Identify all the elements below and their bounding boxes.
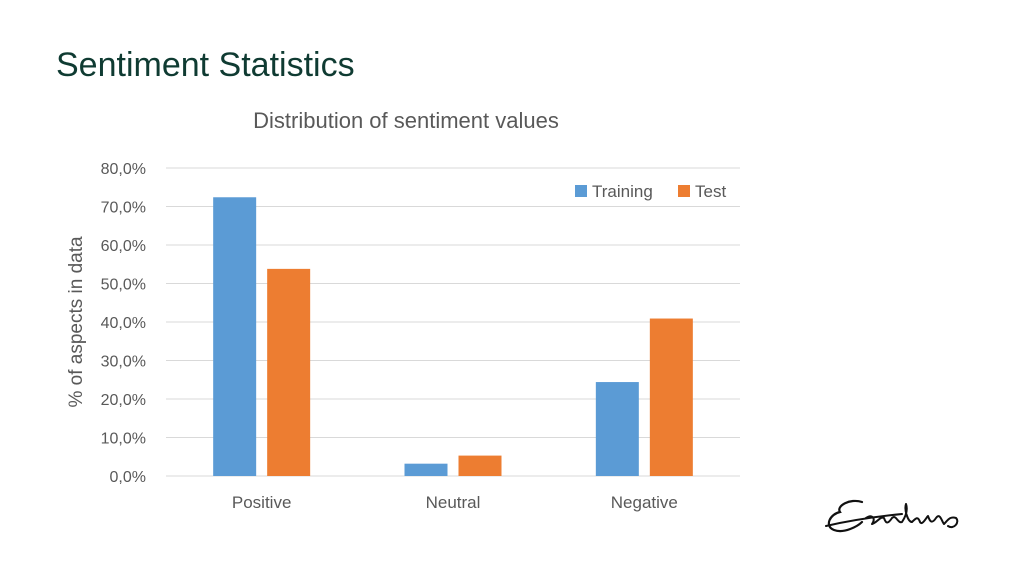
bar-test-positive xyxy=(267,268,311,476)
bar-training-positive xyxy=(213,197,257,476)
chart-title: Distribution of sentiment values xyxy=(253,108,559,133)
grid-lines xyxy=(166,167,740,477)
y-tick-label: 20,0% xyxy=(101,392,146,409)
y-axis-title: % of aspects in data xyxy=(66,236,87,408)
y-axis-ticks: 0,0% 10,0% 20,0% 30,0% 40,0% 50,0% 60,0% 70,0% 8… xyxy=(101,161,146,486)
bar-test-neutral xyxy=(458,455,502,476)
x-category-label: Neutral xyxy=(426,493,481,512)
y-tick-label: 70,0% xyxy=(101,200,146,217)
slide-title: Sentiment Statistics xyxy=(56,46,355,84)
y-tick-label: 0,0% xyxy=(110,469,146,486)
y-tick-label: 50,0% xyxy=(101,277,146,294)
legend-label-training: Training xyxy=(592,182,653,201)
y-tick-label: 80,0% xyxy=(101,161,146,178)
bar-training-negative xyxy=(595,382,639,476)
y-tick-label: 60,0% xyxy=(101,238,146,255)
y-tick-label: 10,0% xyxy=(101,431,146,448)
legend-swatch-test xyxy=(678,185,690,197)
bar-training-neutral xyxy=(404,463,448,476)
bars xyxy=(213,197,693,476)
y-tick-label: 40,0% xyxy=(101,315,146,332)
y-tick-label: 30,0% xyxy=(101,354,146,371)
x-category-label: Positive xyxy=(232,493,292,512)
legend-label-test: Test xyxy=(695,182,726,201)
legend: Training Test xyxy=(575,182,726,201)
legend-swatch-training xyxy=(575,185,587,197)
erasmus-logo xyxy=(825,499,959,533)
category-labels: Positive Neutral Negative xyxy=(232,493,678,512)
x-category-label: Negative xyxy=(611,493,678,512)
bar-test-negative xyxy=(649,318,693,476)
